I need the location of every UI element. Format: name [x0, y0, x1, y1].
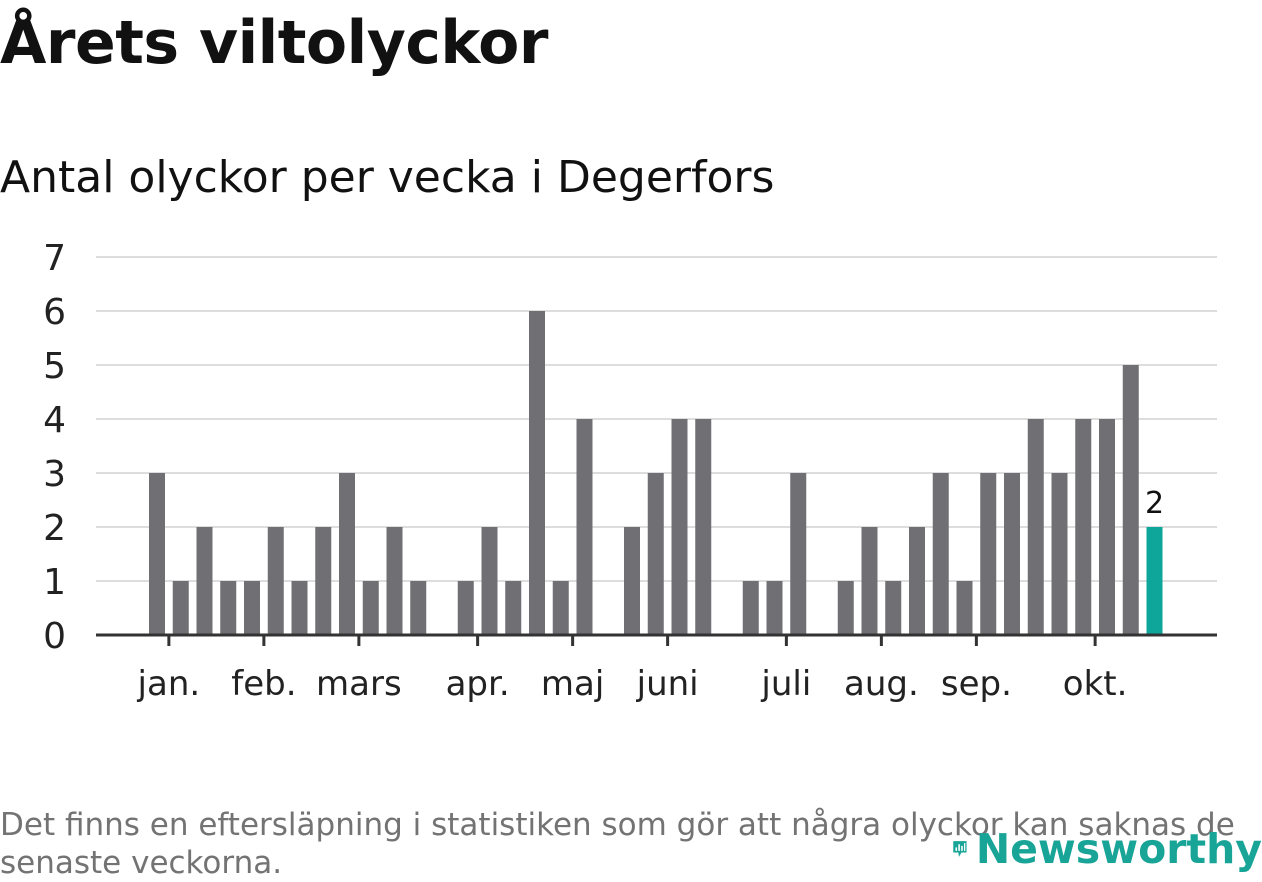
bar [481, 527, 498, 635]
bar [196, 527, 213, 635]
logo-text: Newsworthy [975, 824, 1262, 873]
bar [339, 473, 355, 635]
y-tick-label: 7 [43, 238, 66, 279]
y-tick-label: 0 [43, 616, 66, 657]
x-tick-label: feb. [231, 664, 296, 704]
newsworthy-logo-icon [953, 840, 967, 857]
bar [624, 527, 640, 635]
bar [457, 581, 474, 635]
bar [410, 581, 427, 635]
y-tick-label: 4 [43, 400, 66, 441]
bar [909, 527, 925, 635]
bar [149, 473, 165, 635]
bar [362, 581, 379, 635]
bar [576, 419, 593, 635]
bar [552, 581, 569, 635]
bar [695, 419, 712, 635]
bar [671, 419, 688, 635]
bar [172, 581, 189, 635]
bar [1099, 419, 1115, 635]
bar [220, 581, 237, 635]
bar [1075, 419, 1092, 635]
bar-chart: 0 1 2 3 4 5 6 7 2 jan. feb. mars apr. maj juni juli aug.… [43, 238, 1217, 704]
data-label: 2 [1145, 486, 1164, 521]
bar [932, 473, 949, 635]
y-tick-label: 6 [43, 292, 66, 333]
bar [837, 581, 854, 635]
bar [647, 473, 664, 635]
bar [766, 581, 783, 635]
bar [386, 527, 403, 635]
bar [742, 581, 759, 635]
bar [1004, 473, 1020, 635]
bar [1051, 473, 1068, 635]
x-tick-label: juli [760, 664, 811, 704]
bar [244, 581, 260, 635]
newsworthy-logo: Newsworthy [952, 818, 1262, 879]
bar [315, 527, 332, 635]
bar [291, 581, 308, 635]
x-tick-label: maj [541, 664, 604, 704]
y-tick-label: 5 [43, 346, 66, 387]
bar [529, 311, 545, 635]
bar-highlight [1146, 527, 1163, 635]
x-tick-label: juni [636, 664, 699, 704]
bar [267, 527, 284, 635]
x-tick-label: mars [316, 664, 402, 704]
x-tick-label: aug. [844, 664, 919, 704]
bar [861, 527, 878, 635]
x-tick-label: apr. [446, 664, 510, 704]
bar [956, 581, 973, 635]
y-tick-label: 1 [43, 562, 66, 603]
bar [1122, 365, 1139, 635]
chart-title: Årets viltolyckor [0, 8, 549, 78]
bar [505, 581, 522, 635]
x-tick-label: sep. [941, 664, 1012, 704]
bar [885, 581, 902, 635]
bar [1027, 419, 1044, 635]
x-tick-label: jan. [137, 664, 201, 704]
y-tick-label: 3 [43, 454, 66, 495]
x-tick-label: okt. [1063, 664, 1128, 704]
bar [980, 473, 997, 635]
chart-subtitle: Antal olyckor per vecka i Degerfors [0, 152, 775, 203]
footnote: Det finns en eftersläpning i statistiken… [0, 807, 1235, 881]
y-tick-label: 2 [43, 508, 66, 549]
bar [790, 473, 807, 635]
